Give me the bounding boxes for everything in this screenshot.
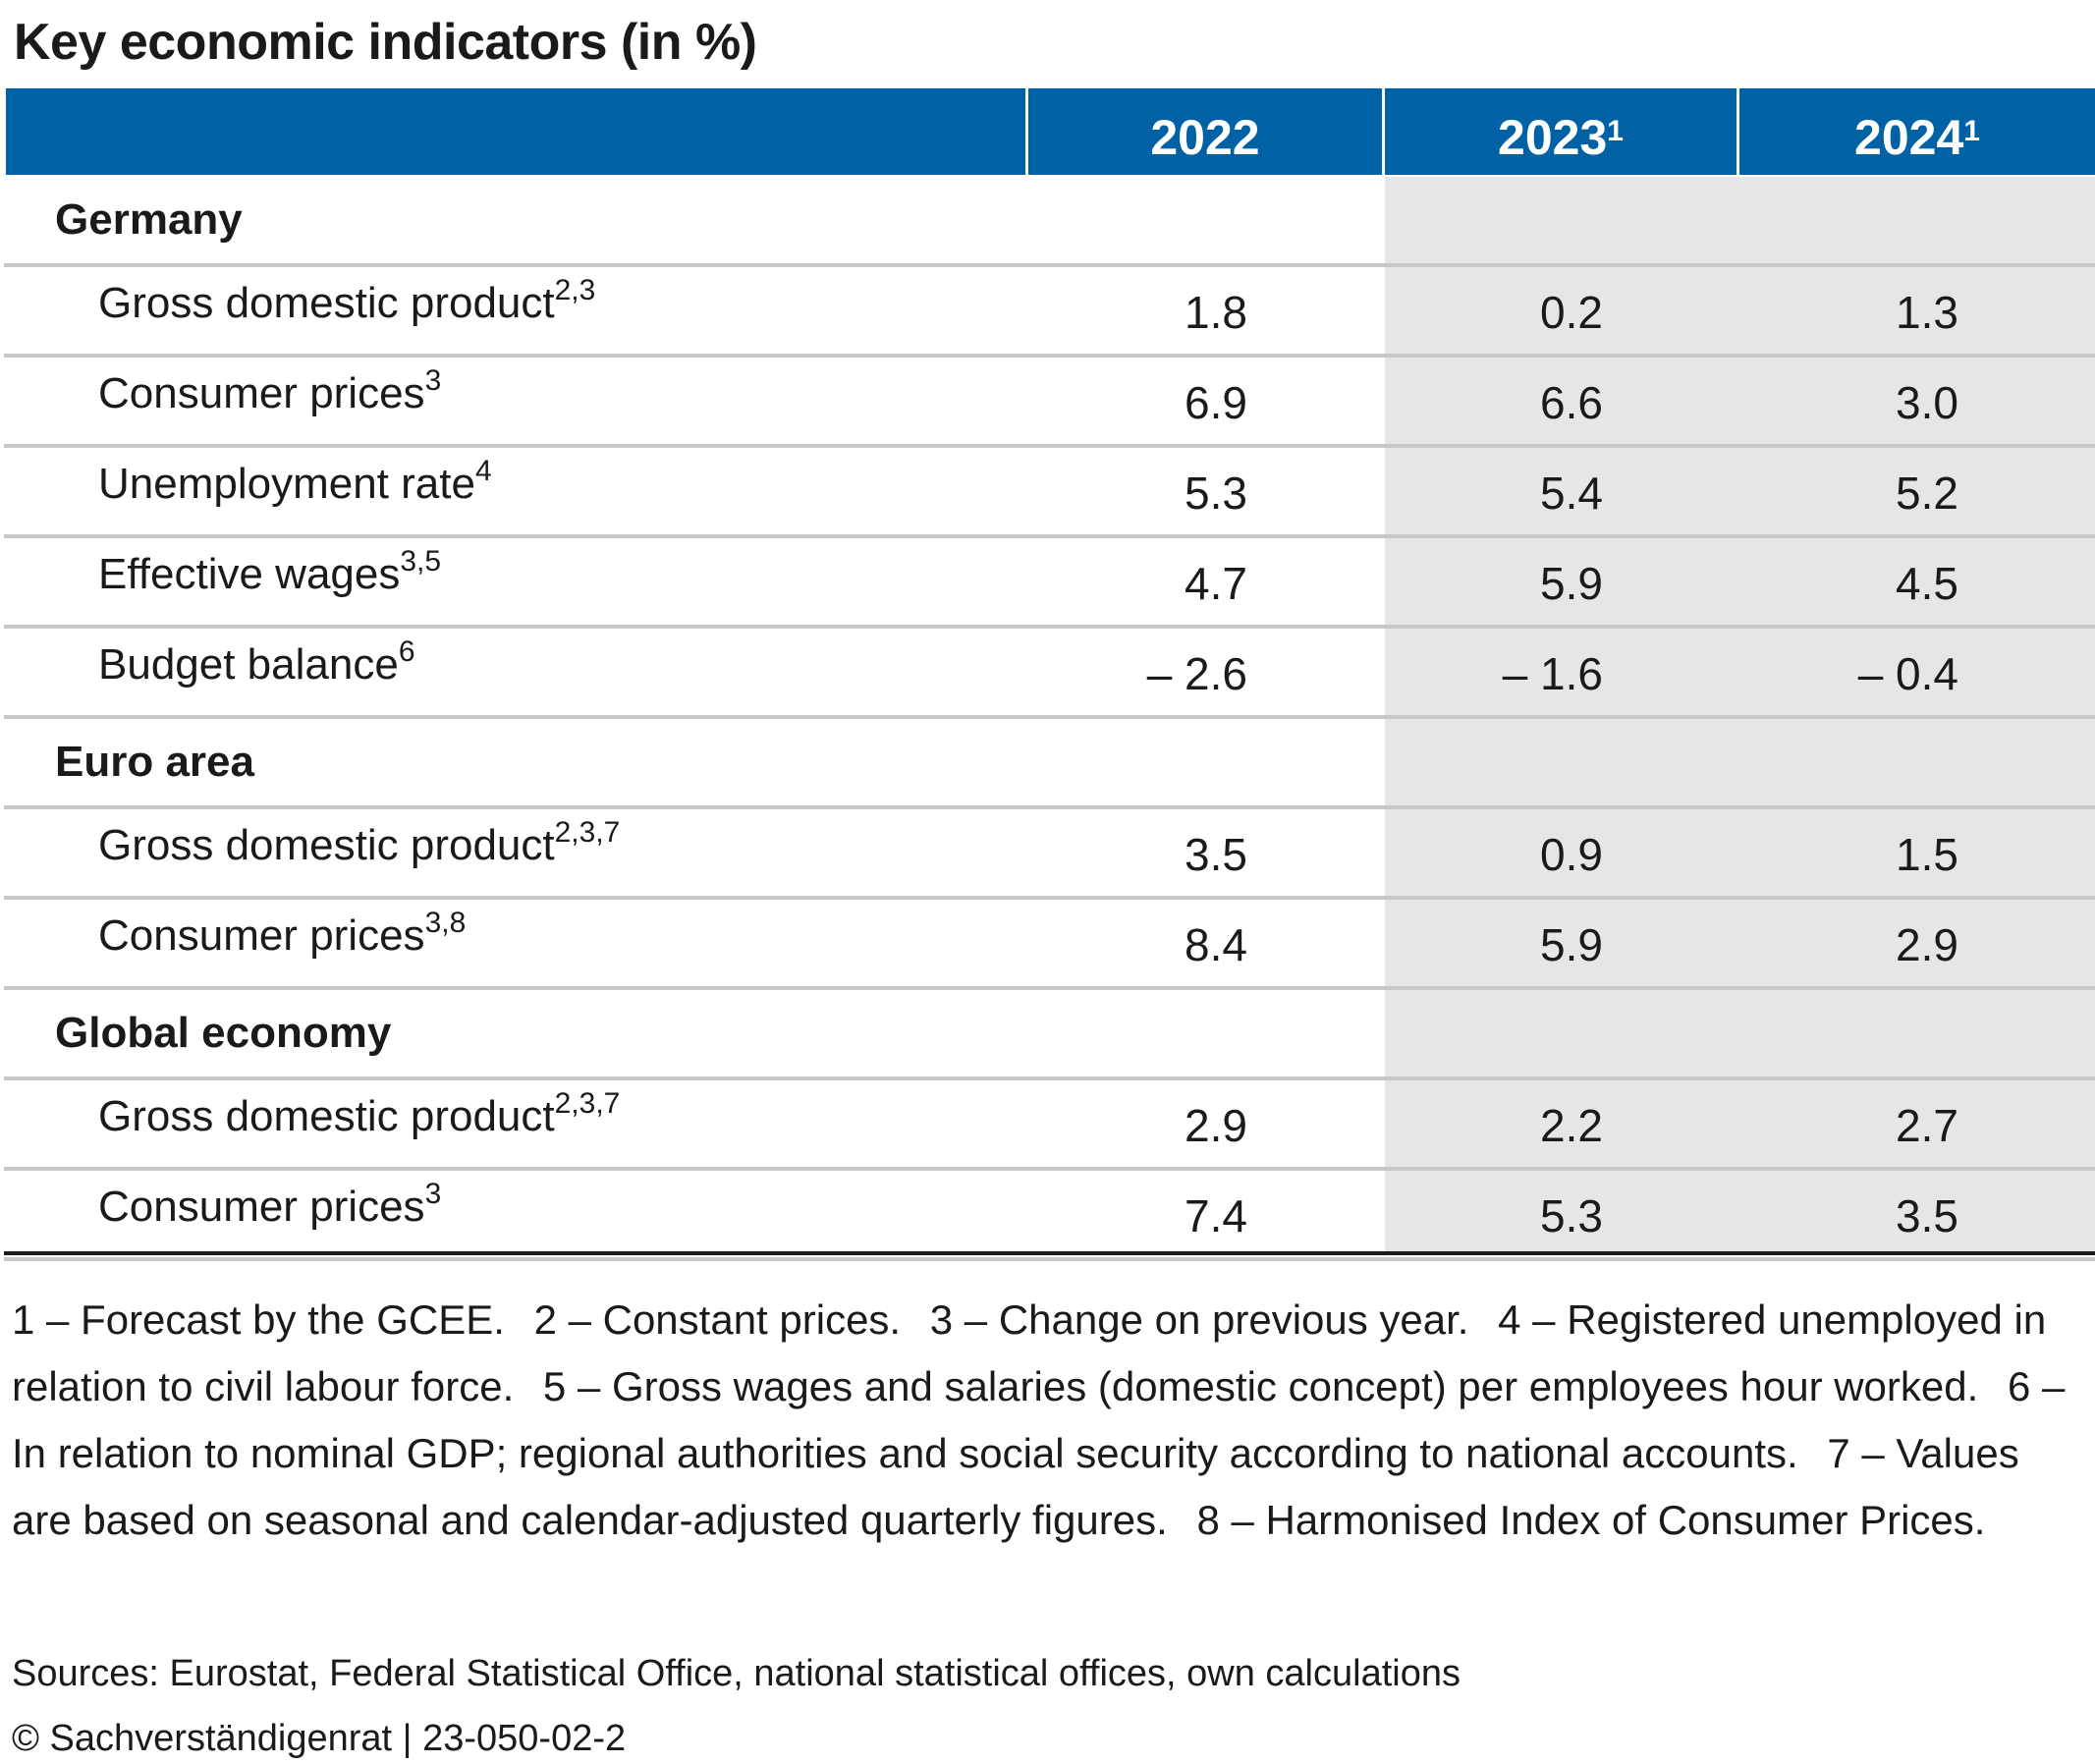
value-cell-2024: 1.5 (1896, 829, 1958, 880)
row-footnote-ref: 4 (474, 455, 492, 487)
value-cell-2022: 4.7 (1185, 558, 1247, 609)
row-label-text: Consumer prices (98, 1183, 425, 1231)
value-cell-2023: 5.9 (1540, 919, 1603, 970)
section-label: Global economy (55, 1009, 392, 1057)
value-cell-2023: – 1.6 (1502, 648, 1603, 699)
row-label-text: Consumer prices (98, 369, 425, 417)
value-cell-2023: 0.9 (1540, 829, 1603, 880)
row-label: Gross domestic product2,3,7 (98, 1072, 620, 1167)
value-cell-2023: 6.6 (1540, 377, 1603, 428)
header-year-2023: 20231 (1385, 88, 1737, 175)
footnote-item: 6 – In relation to nominal GDP; regional… (12, 1363, 2066, 1476)
table-title: Key economic indicators (in %) (14, 14, 757, 71)
row-footnote-ref: 3,8 (424, 907, 467, 939)
sources-line: Sources: Eurostat, Federal Statistical O… (12, 1653, 1461, 1694)
row-label: Gross domestic product2,3 (98, 258, 595, 354)
row-label-text: Gross domestic product (98, 1092, 555, 1140)
value-cell-2024: – 0.4 (1857, 648, 1958, 699)
row-label: Budget balance6 (98, 620, 415, 715)
value-cell-2023: 5.3 (1540, 1190, 1603, 1241)
value-cell-2024: 5.2 (1896, 468, 1958, 519)
footnote-item: 5 – Gross wages and salaries (domestic c… (542, 1363, 1979, 1409)
value-cell-2024: 4.5 (1896, 558, 1958, 609)
header-year-2024: 20241 (1739, 88, 2095, 175)
footnote-item: 4 – Registered unemployed in relation to… (12, 1296, 2047, 1409)
table-row: Gross domestic product2,3 1.8 0.2 1.3 (4, 267, 2095, 358)
row-label-text: Gross domestic product (98, 279, 555, 327)
row-label: Gross domestic product2,3,7 (98, 800, 620, 896)
value-cell-2024: 2.7 (1896, 1100, 1958, 1151)
section-row: Euro area (4, 719, 2095, 809)
table-row: Gross domestic product2,3,7 3.5 0.9 1.5 (4, 809, 2095, 900)
table-row: Unemployment rate4 5.3 5.4 5.2 (4, 448, 2095, 538)
row-label-text: Consumer prices (98, 911, 425, 960)
footnote-item: 7 – Values are based on seasonal and cal… (12, 1430, 2019, 1543)
footnotes: 1 – Forecast by the GCEE. 2 – Constant p… (12, 1287, 2084, 1554)
section-label: Germany (55, 195, 243, 244)
table-bottom-rule (4, 1251, 2095, 1255)
value-cell-2022: – 2.6 (1146, 648, 1247, 699)
row-label-text: Budget balance (98, 640, 399, 689)
row-label-text: Unemployment rate (98, 460, 475, 508)
footnote-item: 8 – Harmonised Index of Consumer Prices. (1196, 1497, 1986, 1543)
value-cell-2024: 1.3 (1896, 287, 1958, 338)
table-row: Consumer prices3 6.9 6.6 3.0 (4, 358, 2095, 448)
value-cell-2024: 2.9 (1896, 919, 1958, 970)
row-label: Consumer prices3,8 (98, 891, 466, 986)
row-footnote-ref: 6 (398, 635, 415, 668)
row-label: Consumer prices3 (98, 349, 441, 444)
row-footnote-ref: 3,5 (400, 545, 442, 578)
value-cell-2024: 3.5 (1896, 1190, 1958, 1241)
value-cell-2023: 5.4 (1540, 468, 1603, 519)
row-footnote-ref: 3 (424, 364, 442, 397)
value-cell-2023: 5.9 (1540, 558, 1603, 609)
value-cell-2023: 2.2 (1540, 1100, 1603, 1151)
section-row: Global economy (4, 990, 2095, 1080)
row-footnote-ref: 2,3,7 (554, 816, 621, 849)
header-year-2022: 2022 (1028, 88, 1382, 175)
table-row: Gross domestic product2,3,7 2.9 2.2 2.7 (4, 1080, 2095, 1171)
header-label-cell (6, 88, 1025, 175)
footnote-item: 1 – Forecast by the GCEE. (12, 1296, 505, 1343)
value-cell-2022: 6.9 (1185, 377, 1247, 428)
section-row: Germany (4, 177, 2095, 267)
value-cell-2022: 1.8 (1185, 287, 1247, 338)
value-cell-2022: 7.4 (1185, 1190, 1247, 1241)
copyright-line: © Sachverständigenrat | 23-050-02-2 (12, 1718, 627, 1759)
row-footnote-ref: 2,3,7 (554, 1087, 621, 1120)
value-cell-2023: 0.2 (1540, 287, 1603, 338)
row-label-text: Gross domestic product (98, 821, 555, 869)
table-row: Consumer prices3,8 8.4 5.9 2.9 (4, 900, 2095, 990)
row-footnote-ref: 3 (424, 1178, 442, 1210)
value-cell-2022: 8.4 (1185, 919, 1247, 970)
section-label: Euro area (55, 738, 254, 786)
table-header: 2022 20231 20241 (6, 88, 2095, 177)
table-row: Effective wages3,5 4.7 5.9 4.5 (4, 538, 2095, 629)
value-cell-2022: 3.5 (1185, 829, 1247, 880)
footnote-item: 2 – Constant prices. (533, 1296, 902, 1343)
row-label: Unemployment rate4 (98, 439, 492, 534)
row-label-text: Effective wages (98, 550, 401, 598)
row-label: Effective wages3,5 (98, 529, 441, 625)
value-cell-2024: 3.0 (1896, 377, 1958, 428)
footnote-item: 3 – Change on previous year. (929, 1296, 1469, 1343)
table-row: Budget balance6 – 2.6 – 1.6 – 0.4 (4, 629, 2095, 719)
value-cell-2022: 2.9 (1185, 1100, 1247, 1151)
row-label: Consumer prices3 (98, 1162, 441, 1257)
row-footnote-ref: 2,3 (554, 274, 596, 306)
table-row: Consumer prices3 7.4 5.3 3.5 (4, 1171, 2095, 1261)
value-cell-2022: 5.3 (1185, 468, 1247, 519)
